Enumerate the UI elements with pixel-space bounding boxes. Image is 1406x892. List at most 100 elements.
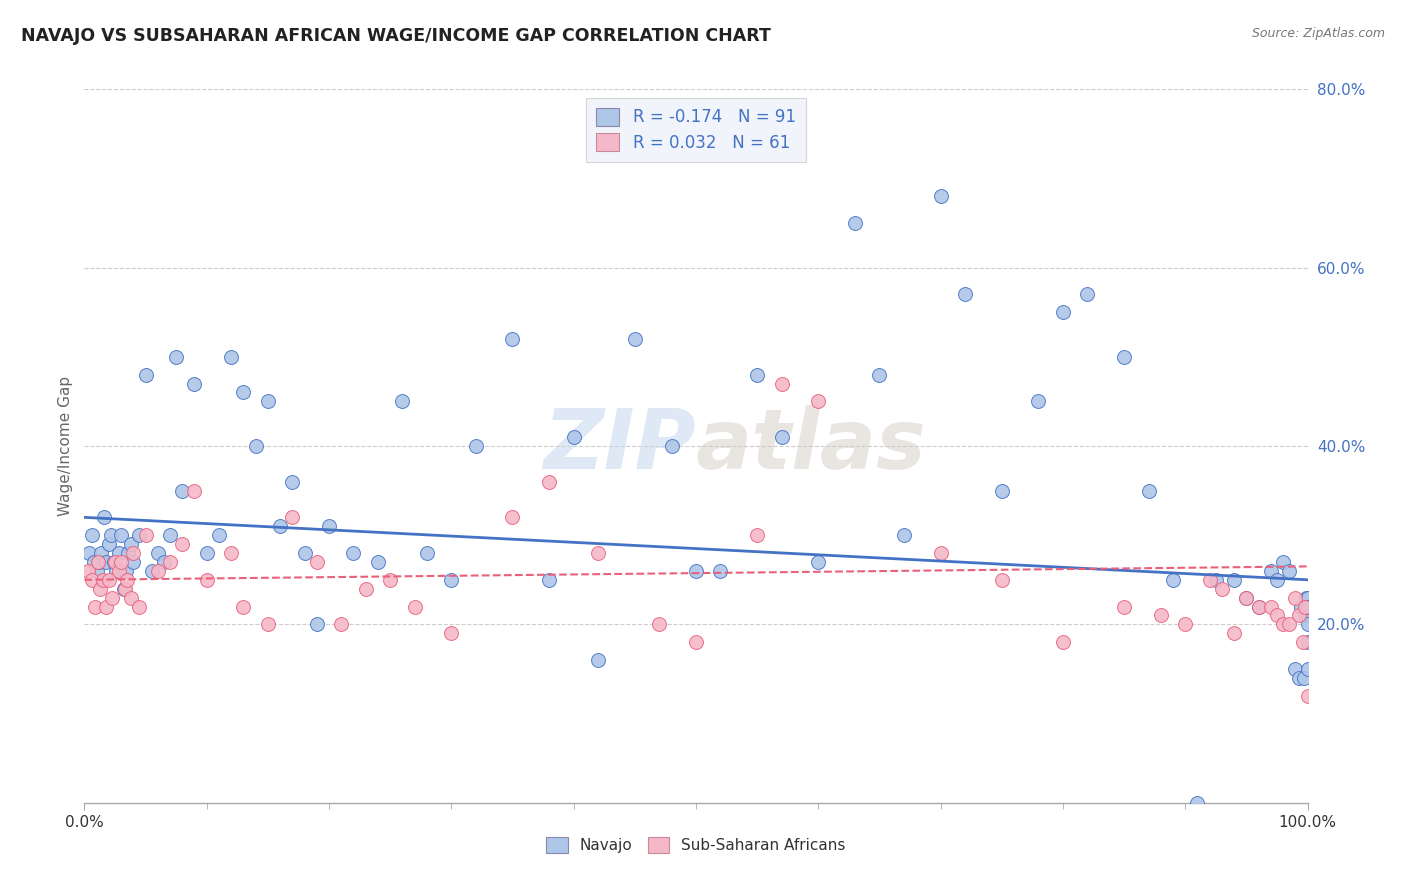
- Point: [1296, 608, 1319, 623]
- Point: [165, 350, 187, 364]
- Point: [89, 582, 111, 596]
- Point: [153, 555, 176, 569]
- Point: [1211, 582, 1233, 596]
- Point: [586, 653, 609, 667]
- Point: [305, 617, 328, 632]
- Point: [586, 546, 609, 560]
- Point: [538, 475, 561, 489]
- Point: [80, 528, 103, 542]
- Point: [141, 564, 163, 578]
- Point: [354, 582, 377, 596]
- Point: [318, 519, 340, 533]
- Point: [93, 510, 115, 524]
- Point: [159, 528, 181, 542]
- Point: [87, 555, 110, 569]
- Point: [120, 591, 142, 605]
- Point: [464, 439, 486, 453]
- Point: [1296, 617, 1319, 632]
- Point: [991, 483, 1014, 498]
- Point: [709, 564, 731, 578]
- Point: [1296, 599, 1319, 614]
- Point: [869, 368, 891, 382]
- Point: [929, 546, 952, 560]
- Point: [844, 216, 866, 230]
- Point: [1205, 573, 1227, 587]
- Point: [90, 546, 112, 560]
- Point: [1114, 350, 1136, 364]
- Point: [991, 573, 1014, 587]
- Point: [135, 528, 157, 542]
- Point: [77, 564, 100, 578]
- Point: [1278, 617, 1301, 632]
- Point: [208, 528, 231, 542]
- Point: [747, 368, 769, 382]
- Point: [97, 573, 120, 587]
- Point: [257, 617, 280, 632]
- Point: [245, 439, 267, 453]
- Point: [1284, 662, 1306, 676]
- Text: atlas: atlas: [696, 406, 927, 486]
- Point: [685, 564, 707, 578]
- Point: [342, 546, 364, 560]
- Point: [146, 564, 169, 578]
- Point: [770, 376, 793, 391]
- Point: [83, 555, 105, 569]
- Point: [1296, 599, 1319, 614]
- Point: [1296, 662, 1319, 676]
- Point: [107, 564, 129, 578]
- Text: NAVAJO VS SUBSAHARAN AFRICAN WAGE/INCOME GAP CORRELATION CHART: NAVAJO VS SUBSAHARAN AFRICAN WAGE/INCOME…: [21, 27, 770, 45]
- Point: [1260, 599, 1282, 614]
- Point: [1265, 573, 1288, 587]
- Point: [661, 439, 683, 453]
- Point: [502, 510, 524, 524]
- Point: [257, 394, 280, 409]
- Point: [87, 555, 110, 569]
- Point: [110, 528, 132, 542]
- Point: [330, 617, 353, 632]
- Point: [562, 430, 585, 444]
- Point: [128, 599, 150, 614]
- Point: [97, 537, 120, 551]
- Point: [91, 573, 114, 587]
- Point: [219, 546, 242, 560]
- Point: [172, 483, 194, 498]
- Point: [122, 546, 145, 560]
- Point: [1150, 608, 1173, 623]
- Point: [380, 573, 402, 587]
- Point: [1137, 483, 1160, 498]
- Point: [110, 555, 132, 569]
- Point: [183, 483, 205, 498]
- Point: [416, 546, 439, 560]
- Point: [1076, 287, 1098, 301]
- Point: [953, 287, 976, 301]
- Point: [1114, 599, 1136, 614]
- Point: [685, 635, 707, 649]
- Point: [96, 555, 118, 569]
- Point: [77, 546, 100, 560]
- Point: [128, 528, 150, 542]
- Point: [1187, 796, 1209, 810]
- Point: [1247, 599, 1270, 614]
- Point: [115, 564, 138, 578]
- Point: [502, 332, 524, 346]
- Point: [281, 510, 304, 524]
- Point: [1223, 573, 1246, 587]
- Point: [1223, 626, 1246, 640]
- Point: [232, 599, 254, 614]
- Point: [103, 555, 125, 569]
- Point: [747, 528, 769, 542]
- Point: [1236, 591, 1258, 605]
- Point: [86, 564, 108, 578]
- Point: [107, 546, 129, 560]
- Point: [1288, 608, 1310, 623]
- Point: [115, 573, 138, 587]
- Point: [80, 573, 103, 587]
- Point: [122, 555, 145, 569]
- Point: [172, 537, 194, 551]
- Point: [1052, 305, 1074, 319]
- Point: [1288, 671, 1310, 685]
- Point: [1265, 608, 1288, 623]
- Point: [135, 368, 157, 382]
- Point: [100, 528, 122, 542]
- Text: Source: ZipAtlas.com: Source: ZipAtlas.com: [1251, 27, 1385, 40]
